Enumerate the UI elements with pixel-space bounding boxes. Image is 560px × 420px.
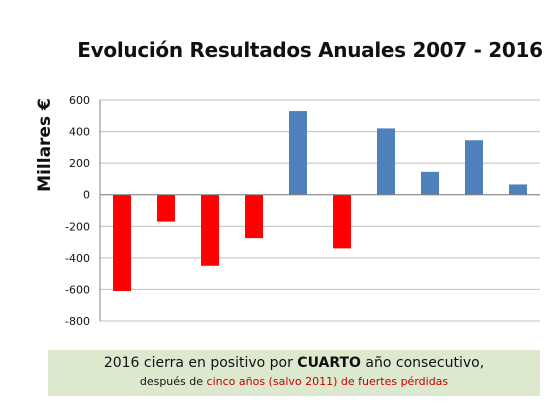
bar-2008 (157, 194, 175, 222)
y-tick-labels: 600 400 200 0 -200 -400 -600 -800 (65, 94, 90, 328)
caption-line-2: después de cinco años (salvo 2011) de fu… (48, 375, 540, 388)
caption-line2-highlight: cinco años (salvo 2011) de fuertes pérdi… (206, 375, 449, 388)
axes (99, 100, 540, 321)
bar-chart: 600 400 200 0 -200 -400 -600 -800 (65, 94, 540, 328)
bars (113, 111, 527, 292)
y-tick-label: -200 (65, 220, 90, 233)
bar-2010 (245, 194, 263, 239)
bar-2013 (377, 128, 395, 195)
y-tick-label: -800 (65, 315, 90, 328)
caption-line-1: 2016 cierra en positivo por CUARTO año c… (48, 355, 540, 371)
y-tick-label: 0 (83, 189, 90, 202)
bar-2014 (421, 171, 439, 195)
bar-2011 (289, 111, 307, 195)
bar-2012 (333, 194, 351, 249)
y-tick-label: -600 (65, 283, 90, 296)
y-tick-label: 200 (69, 157, 90, 170)
caption-line1-pre: 2016 cierra en positivo por (103, 355, 298, 371)
bar-2015 (465, 140, 483, 195)
caption-line1-post: año consecutivo, (360, 355, 485, 371)
caption-box: 2016 cierra en positivo por CUARTO año c… (48, 350, 540, 396)
bar-2007 (113, 194, 131, 292)
y-tick-label: 600 (69, 94, 90, 107)
y-tick-label: 400 (69, 126, 90, 139)
bar-2009 (201, 194, 219, 266)
caption-line2-pre: después de (139, 375, 207, 388)
bar-2016 (509, 184, 527, 195)
chart-title: Evolución Resultados Anuales 2007 - 2016 (77, 38, 543, 62)
caption-line1-bold: CUARTO (297, 355, 361, 371)
y-tick-label: -400 (65, 252, 90, 265)
